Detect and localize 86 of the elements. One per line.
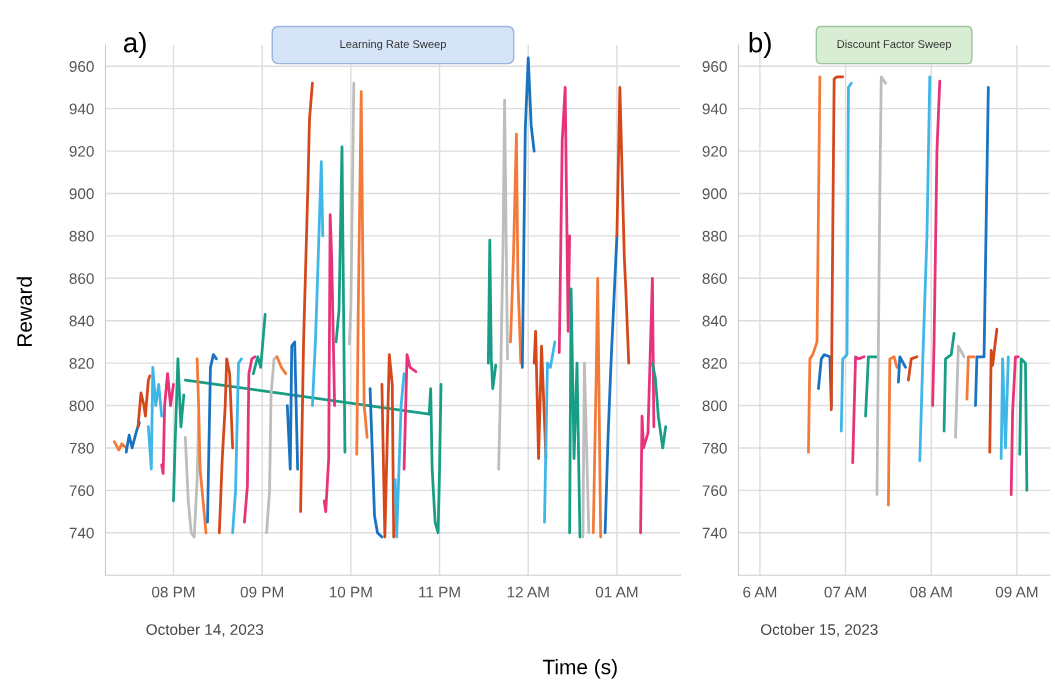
line-series <box>251 312 267 376</box>
line-series <box>639 276 656 535</box>
y-tick-label: 960 <box>69 61 94 72</box>
line-series <box>486 238 498 390</box>
chart-title: Discount Factor Sweep <box>837 39 952 51</box>
y-tick-label: 760 <box>69 485 94 497</box>
x-axis-title: Time (s) <box>542 659 617 679</box>
line-series <box>402 353 418 471</box>
line-series <box>497 98 509 471</box>
y-tick-label: 940 <box>69 103 94 115</box>
text: October 14, 2023 <box>146 623 264 637</box>
line-series <box>146 365 164 471</box>
line-series <box>988 327 999 454</box>
line-series <box>615 86 631 365</box>
line-series <box>875 75 887 496</box>
line-series <box>322 213 336 513</box>
y-tick-label: 740 <box>69 527 94 539</box>
y-tick-label: 900 <box>702 188 727 200</box>
y-tick-label: 940 <box>702 103 727 115</box>
x-tick-label: 07 AM <box>824 586 866 598</box>
y-tick-label: 760 <box>702 485 727 497</box>
line-series <box>206 353 218 524</box>
x-tick-label: 08 AM <box>910 586 952 598</box>
line-series <box>568 287 582 539</box>
y-tick-label: 960 <box>702 61 727 72</box>
line-series <box>355 90 369 456</box>
line-series <box>829 75 845 412</box>
x-tick-label: 11 PM <box>419 586 460 598</box>
line-series <box>520 56 536 369</box>
line-series <box>1018 357 1029 492</box>
line-series <box>231 357 243 535</box>
line-series <box>112 440 128 452</box>
line-series <box>172 357 186 503</box>
line-series <box>532 329 548 460</box>
line-series <box>603 234 619 535</box>
line-series <box>368 387 384 539</box>
line-series <box>509 132 523 365</box>
line-series <box>217 357 235 535</box>
line-series <box>299 81 314 513</box>
y-tick-label: 800 <box>69 400 94 412</box>
x-tick-label: 12 AM <box>507 586 549 598</box>
y-tick-label: 780 <box>69 442 94 454</box>
y-tick-label: 780 <box>702 442 727 454</box>
x-tick-label: 01 AM <box>595 586 638 598</box>
line-series <box>136 374 152 429</box>
y-tick-label: 840 <box>69 315 94 327</box>
line-series <box>543 340 557 524</box>
y-tick-label: 820 <box>702 358 727 369</box>
x-tick-label: 08 PM <box>152 586 195 598</box>
line-series <box>651 361 668 450</box>
x-tick-label: 6 AM <box>743 586 777 598</box>
y-tick-label: 740 <box>702 527 727 539</box>
line-series <box>195 357 208 535</box>
x-tick-label: 09 PM <box>240 586 283 598</box>
y-tick-label: 800 <box>702 400 727 412</box>
line-series <box>918 75 932 463</box>
y-tick-label: 820 <box>69 358 94 369</box>
line-series <box>311 160 325 407</box>
y-tick-label: 880 <box>702 230 727 242</box>
annotation: b) <box>749 32 771 58</box>
line-series <box>160 372 175 475</box>
y-tick-label: 920 <box>69 145 94 157</box>
y-tick-label: 860 <box>69 273 94 284</box>
line-series <box>557 86 572 354</box>
line-series <box>839 81 853 433</box>
y-axis-title: Reward <box>16 277 32 347</box>
line-series <box>931 79 942 407</box>
line-series <box>807 75 822 454</box>
line-series <box>591 276 603 539</box>
x-tick-label: 10 PM <box>329 586 372 598</box>
y-tick-label: 920 <box>702 145 727 157</box>
line-series <box>393 372 406 539</box>
annotation: a) <box>123 32 146 58</box>
y-tick-label: 900 <box>69 188 94 200</box>
line-series <box>285 340 300 471</box>
line-series <box>243 355 257 524</box>
line-series <box>887 355 899 507</box>
x-tick-label: 09 AM <box>995 586 1038 598</box>
y-tick-label: 840 <box>702 315 727 327</box>
y-tick-label: 860 <box>702 273 727 284</box>
line-series <box>999 355 1010 460</box>
y-tick-label: 880 <box>69 230 94 242</box>
text: October 15, 2023 <box>761 623 878 637</box>
chart-title: Learning Rate Sweep <box>340 39 446 51</box>
line-series <box>265 355 279 535</box>
line-series <box>942 332 956 433</box>
